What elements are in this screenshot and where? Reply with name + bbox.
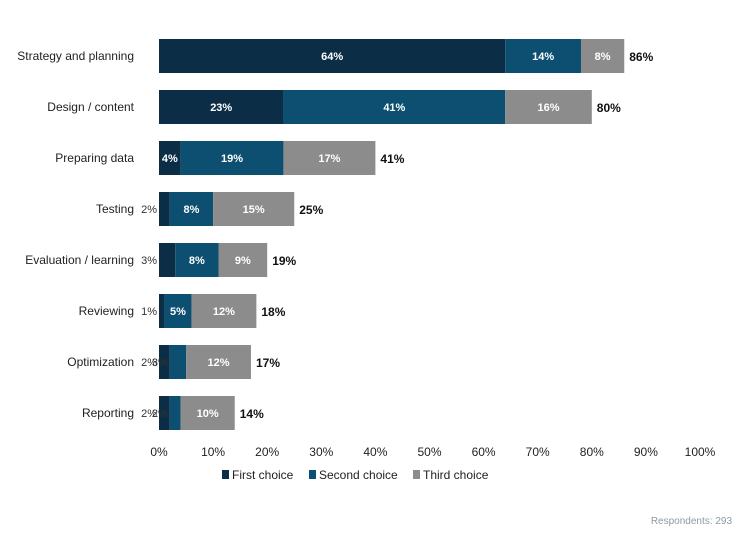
bar-strategy-and-planning-third-choice [580,39,625,73]
bar-optimization-first-choice [159,345,170,379]
data-label-reviewing-second-choice: 5% [170,306,186,318]
category-label-reporting: Reporting [82,406,134,420]
x-tick-label: 0% [150,445,168,459]
x-tick-label: 80% [580,445,604,459]
data-label-reporting-third-choice: 10% [197,408,219,420]
bar-reporting-first-choice [159,396,170,430]
category-label-reviewing: Reviewing [79,304,134,318]
x-tick-label: 20% [255,445,279,459]
x-tick-label: 90% [634,445,658,459]
data-label-evaluation-learning-second-choice: 8% [189,255,205,267]
bar-optimization-third-choice [186,345,251,379]
total-label-reviewing: 18% [261,305,285,319]
data-label-design-content-first-choice: 23% [210,102,232,114]
data-label-design-content-second-choice: 41% [383,102,405,114]
data-label-evaluation-learning-first-choice: 3% [141,255,157,267]
x-tick-label: 70% [526,445,550,459]
x-tick-label: 60% [472,445,496,459]
total-label-design-content: 80% [597,101,621,115]
bar-testing-second-choice [169,192,214,226]
total-label-strategy-and-planning: 86% [629,50,653,64]
total-label-preparing-data: 41% [380,152,404,166]
data-label-preparing-data-third-choice: 17% [318,153,340,165]
respondents-footnote: Respondents: 293 [651,516,733,527]
category-label-strategy-and-planning: Strategy and planning [17,49,134,63]
bar-reviewing-second-choice [164,294,192,328]
data-label-optimization-second-choice: 3% [152,357,168,369]
legend-label-first-choice: First choice [232,468,294,482]
total-label-reporting: 14% [240,407,264,421]
x-tick-label: 100% [685,445,716,459]
bar-design-content-third-choice [505,90,592,124]
legend-swatch-first-choice [222,470,229,479]
bar-reporting-second-choice [169,396,181,430]
total-label-evaluation-learning: 19% [272,254,296,268]
data-label-preparing-data-second-choice: 19% [221,153,243,165]
bar-reporting-third-choice [180,396,235,430]
data-label-preparing-data-first-choice: 4% [162,153,178,165]
data-label-testing-third-choice: 15% [243,204,265,216]
x-axis-ticks: 0% 10% 20% 30% 40% 50% 60% 70% 80% 90% 100% [150,445,715,459]
x-tick-label: 10% [201,445,225,459]
data-label-reviewing-third-choice: 12% [213,306,235,318]
bar-design-content-first-choice [159,90,284,124]
bar-reviewing-third-choice [191,294,257,328]
category-label-preparing-data: Preparing data [55,151,134,165]
bar-reviewing-first-choice [159,294,165,328]
total-label-testing: 25% [299,203,323,217]
bar-strategy-and-planning-first-choice [159,39,506,73]
legend-swatch-second-choice [309,470,316,479]
bar-optimization-second-choice [169,345,187,379]
data-label-optimization-first-choice: 2% [141,357,157,369]
bar-strategy-and-planning-second-choice [505,39,581,73]
legend-label-third-choice: Third choice [423,468,489,482]
bar-evaluation-learning-first-choice [159,243,176,277]
data-label-reviewing-first-choice: 1% [141,306,157,318]
category-label-evaluation-learning: Evaluation / learning [25,253,134,267]
category-labels: Strategy and planning Design / content Pre… [17,49,134,420]
x-tick-label: 30% [309,445,333,459]
data-label-evaluation-learning-third-choice: 9% [235,255,251,267]
category-label-testing: Testing [96,202,134,216]
category-label-optimization: Optimization [67,355,134,369]
data-label-design-content-third-choice: 16% [538,102,560,114]
data-label-strategy-and-planning-second-choice: 14% [532,51,554,63]
data-label-strategy-and-planning-third-choice: 8% [595,51,611,63]
x-tick-label: 40% [363,445,387,459]
data-label-reporting-first-choice: 2% [141,408,157,420]
data-label-strategy-and-planning-first-choice: 64% [321,51,343,63]
bar-preparing-data-second-choice [180,141,284,175]
bar-testing-third-choice [213,192,295,226]
data-label-optimization-third-choice: 12% [207,357,229,369]
category-label-design-content: Design / content [47,100,134,114]
bar-preparing-data-third-choice [283,141,376,175]
bar-design-content-second-choice [283,90,506,124]
bar-evaluation-learning-second-choice [175,243,219,277]
bar-testing-first-choice [159,192,170,226]
x-tick-label: 50% [417,445,441,459]
legend-swatch-third-choice [413,470,420,479]
legend-label-second-choice: Second choice [319,468,398,482]
total-label-optimization: 17% [256,356,280,370]
bar-preparing-data-first-choice [159,141,181,175]
data-label-testing-second-choice: 8% [184,204,200,216]
bar-evaluation-learning-third-choice [218,243,268,277]
legend: First choice Second choice Third choice [222,468,489,482]
bars-group: 64% 14% 8% 86% 23% 41% 16% 80% 4% 19% 17% 41% 2% 8% 15… [141,39,654,430]
data-label-testing-first-choice: 2% [141,204,157,216]
data-label-reporting-second-choice: 2% [152,408,168,420]
